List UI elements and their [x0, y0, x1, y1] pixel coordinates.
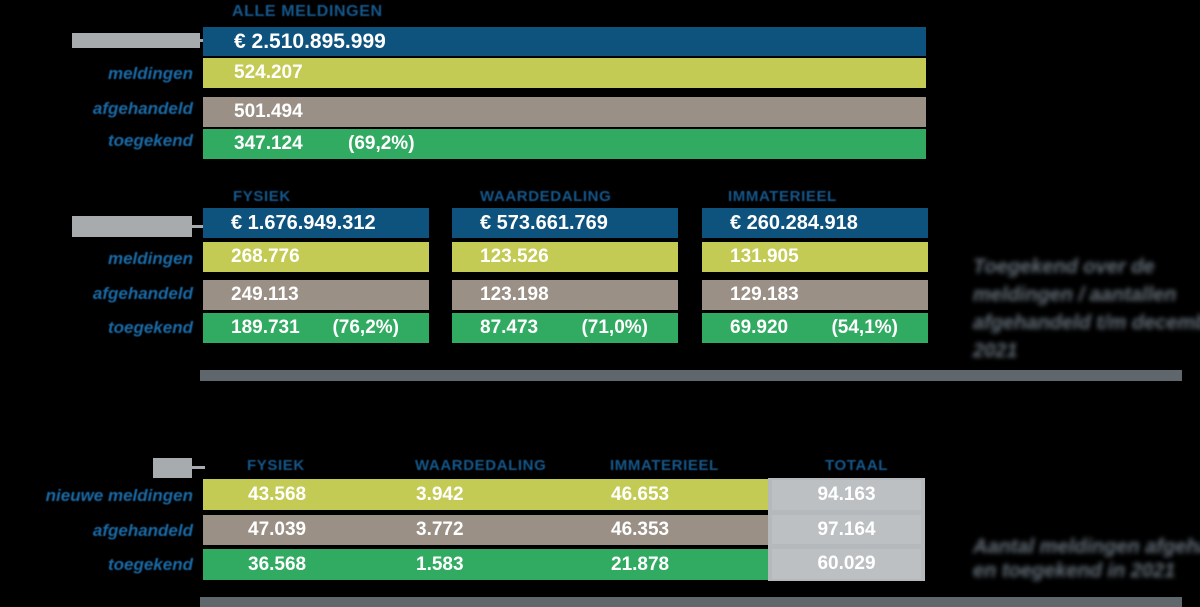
row-label-toegekend: toegekend — [107, 318, 193, 337]
row-label-afgehandeld: afgehandeld — [92, 284, 193, 303]
row-label-meldingen: meldingen — [107, 64, 193, 83]
annotation-line: afgehandeld t/m december — [973, 312, 1200, 334]
waardedaling-afgehandeld-bar: 123.198 — [452, 280, 678, 310]
immaterieel-toegekend-value: 69.920 — [730, 317, 789, 338]
cell-fysiek: 36.568 — [248, 553, 307, 575]
immaterieel-amount-value: € 260.284.918 — [730, 211, 858, 234]
fysiek-afgehandeld-value: 249.113 — [231, 284, 299, 305]
row-label-toegekend: toegekend — [107, 131, 193, 150]
waardedaling-amount-bar: € 573.661.769 — [452, 208, 678, 238]
fysiek-toegekend-value: 189.731 — [231, 317, 300, 338]
divider-bar — [200, 370, 1182, 381]
waardedaling-toegekend-value: 87.473 — [480, 317, 539, 338]
row-label-afgehandeld: afgehandeld — [92, 521, 193, 540]
waardedaling-meldingen-bar: 123.526 — [452, 242, 678, 272]
blurred-label-bar — [72, 33, 200, 48]
column-header-waardedaling: WAARDEDALING — [480, 188, 612, 205]
totals-meldingen-bar: 524.207 — [203, 58, 926, 88]
fysiek-toegekend-bar: 189.731 (76,2%) — [203, 313, 429, 343]
fysiek-toegekend-percentage: (76,2%) — [332, 317, 399, 338]
annotation-line: Toegekend over de — [973, 256, 1155, 278]
totals-afgehandeld-value: 501.494 — [234, 101, 303, 122]
immaterieel-toegekend-percentage: (54,1%) — [831, 317, 898, 338]
table-row: 36.568 1.583 21.878 — [203, 549, 768, 580]
blurred-label-box — [153, 458, 192, 478]
totaal-column: 94.163 97.164 60.029 — [768, 478, 925, 581]
totals-toegekend-value: 347.124 — [234, 133, 303, 154]
cell-totaal: 97.164 — [772, 515, 921, 544]
fysiek-amount-value: € 1.676.949.312 — [231, 211, 376, 234]
immaterieel-afgehandeld-value: 129.183 — [730, 284, 799, 305]
cell-waardedaling: 1.583 — [416, 553, 464, 575]
cell-immaterieel: 21.878 — [611, 553, 670, 575]
totals-amount-value: € 2.510.895.999 — [234, 29, 386, 53]
waardedaling-meldingen-value: 123.526 — [480, 246, 549, 267]
label-connector-line — [192, 225, 203, 228]
blurred-label-bar — [72, 216, 192, 237]
waardedaling-toegekend-percentage: (71,0%) — [581, 317, 648, 338]
waardedaling-amount-value: € 573.661.769 — [480, 211, 608, 234]
cell-immaterieel: 46.353 — [611, 519, 670, 540]
fysiek-meldingen-value: 268.776 — [231, 246, 300, 267]
immaterieel-meldingen-value: 131.905 — [730, 246, 799, 267]
divider-bar — [200, 597, 1182, 607]
totals-header: ALLE MELDINGEN — [232, 3, 383, 20]
row-label-toegekend: toegekend — [107, 555, 193, 574]
waardedaling-toegekend-bar: 87.473 (71,0%) — [452, 313, 678, 343]
table-header-fysiek: FYSIEK — [247, 457, 305, 474]
table-header-totaal: TOTAAL — [825, 457, 889, 474]
immaterieel-amount-bar: € 260.284.918 — [702, 208, 928, 238]
label-connector-line — [198, 39, 204, 42]
annotation-line: meldingen / aantallen — [973, 284, 1177, 306]
waardedaling-afgehandeld-value: 123.198 — [480, 284, 549, 305]
immaterieel-afgehandeld-bar: 129.183 — [702, 280, 928, 310]
cell-fysiek: 43.568 — [248, 483, 307, 505]
cell-totaal: 94.163 — [772, 480, 921, 510]
row-label-meldingen: meldingen — [107, 249, 193, 268]
column-header-fysiek: FYSIEK — [233, 188, 291, 205]
label-connector-line — [192, 466, 205, 469]
row-label-afgehandeld: afgehandeld — [92, 99, 193, 118]
row-label-nieuwe-meldingen: nieuwe meldingen — [45, 486, 193, 505]
totals-toegekend-percentage: (69,2%) — [348, 133, 415, 154]
totals-toegekend-bar: 347.124 (69,2%) — [203, 129, 926, 159]
cell-waardedaling: 3.772 — [416, 519, 464, 540]
cell-waardedaling: 3.942 — [416, 483, 464, 505]
table-header-immaterieel: IMMATERIEEL — [610, 457, 719, 474]
column-header-immaterieel: IMMATERIEEL — [728, 188, 837, 205]
totals-afgehandeld-bar: 501.494 — [203, 97, 926, 127]
cell-fysiek: 47.039 — [248, 519, 307, 540]
immaterieel-meldingen-bar: 131.905 — [702, 242, 928, 272]
annotation-line: 2021 — [973, 340, 1018, 362]
totals-meldingen-value: 524.207 — [234, 62, 303, 83]
cell-totaal: 60.029 — [772, 549, 921, 579]
annotation-line: Aantal meldingen afgehandeld — [973, 536, 1200, 558]
table-row: 47.039 3.772 46.353 — [203, 515, 768, 545]
table-row: 43.568 3.942 46.653 — [203, 479, 768, 510]
fysiek-afgehandeld-bar: 249.113 — [203, 280, 429, 310]
fysiek-meldingen-bar: 268.776 — [203, 242, 429, 272]
cell-immaterieel: 46.653 — [611, 483, 670, 505]
table-header-waardedaling: WAARDEDALING — [415, 457, 547, 474]
annotation-line: en toegekend in 2021 — [973, 560, 1176, 582]
immaterieel-toegekend-bar: 69.920 (54,1%) — [702, 313, 928, 343]
totals-amount-bar: € 2.510.895.999 — [203, 27, 926, 56]
fysiek-amount-bar: € 1.676.949.312 — [203, 208, 429, 238]
